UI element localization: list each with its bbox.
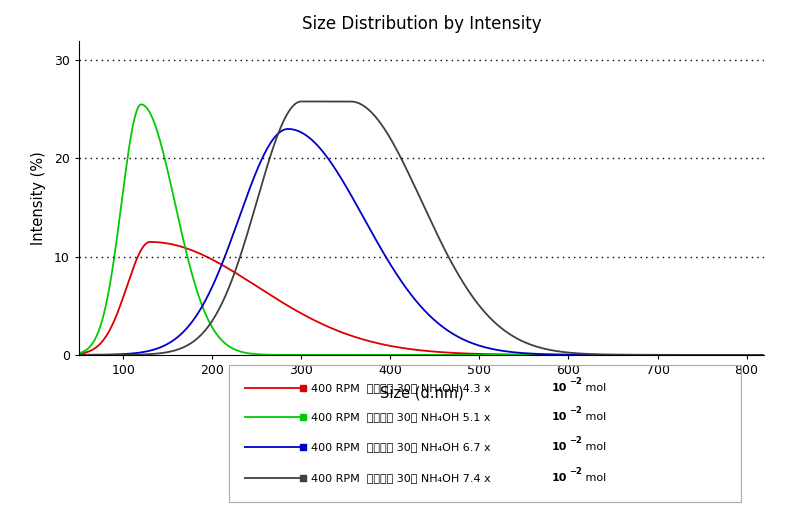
Text: 400 RPM  반응시간 30분 NH₄OH 6.7 x: 400 RPM 반응시간 30분 NH₄OH 6.7 x xyxy=(311,442,494,452)
Text: 400 RPM  반응시간 30분 NH₄OH 5.1 x: 400 RPM 반응시간 30분 NH₄OH 5.1 x xyxy=(311,412,494,422)
X-axis label: Size (d.nm): Size (d.nm) xyxy=(380,385,463,400)
Text: −2: −2 xyxy=(569,466,582,476)
Title: Size Distribution by Intensity: Size Distribution by Intensity xyxy=(302,15,541,33)
Text: −2: −2 xyxy=(569,436,582,445)
Text: mol: mol xyxy=(582,383,606,393)
Text: 10: 10 xyxy=(552,383,567,393)
Text: −2: −2 xyxy=(569,406,582,415)
Text: 10: 10 xyxy=(552,442,567,452)
Text: 10: 10 xyxy=(552,473,567,483)
Text: mol: mol xyxy=(582,473,606,483)
Text: 10: 10 xyxy=(552,412,567,422)
Text: 400 RPM  반응시간 30분 NH₄OH 7.4 x: 400 RPM 반응시간 30분 NH₄OH 7.4 x xyxy=(311,473,495,483)
Y-axis label: Intensity (%): Intensity (%) xyxy=(31,151,46,244)
Text: 400 RPM  반응시간 30분 NH₄OH 4.3 x: 400 RPM 반응시간 30분 NH₄OH 4.3 x xyxy=(311,383,494,393)
Text: mol: mol xyxy=(582,442,606,452)
Text: mol: mol xyxy=(582,412,606,422)
Text: −2: −2 xyxy=(569,377,582,386)
